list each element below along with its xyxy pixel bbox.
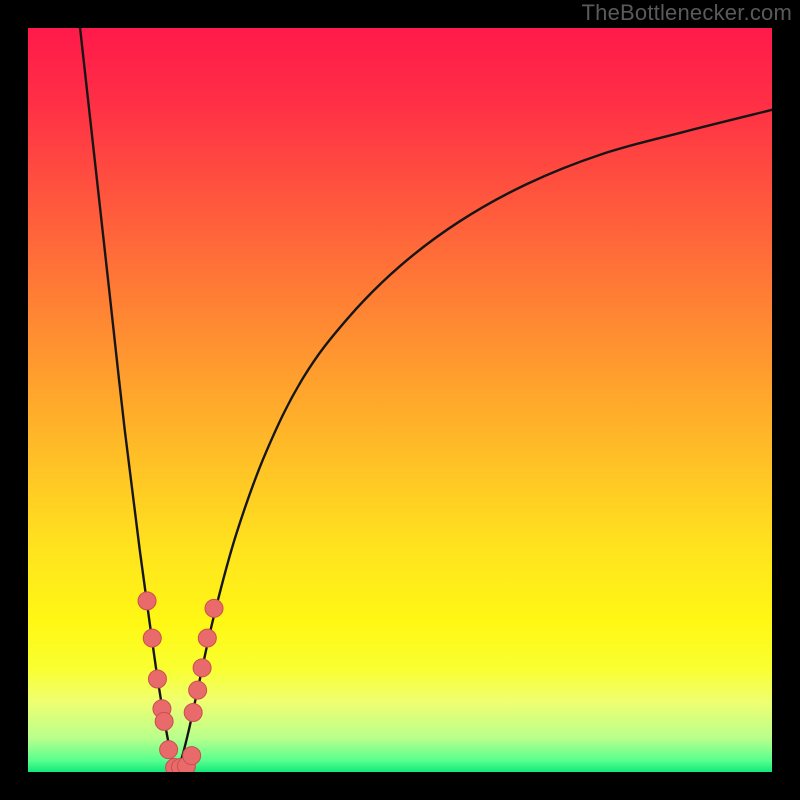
data-marker [205,599,223,617]
data-marker [138,592,156,610]
canvas-root: TheBottlenecker.com [0,0,800,800]
data-marker [143,629,161,647]
data-marker [160,741,178,759]
watermark-label: TheBottlenecker.com [582,0,792,26]
data-marker [183,747,201,765]
data-marker [189,681,207,699]
data-marker [198,629,216,647]
data-marker [184,703,202,721]
data-marker [155,712,173,730]
plot-area [28,28,772,772]
chart-background [28,28,772,772]
data-marker [193,659,211,677]
chart-svg [28,28,772,772]
data-marker [148,670,166,688]
